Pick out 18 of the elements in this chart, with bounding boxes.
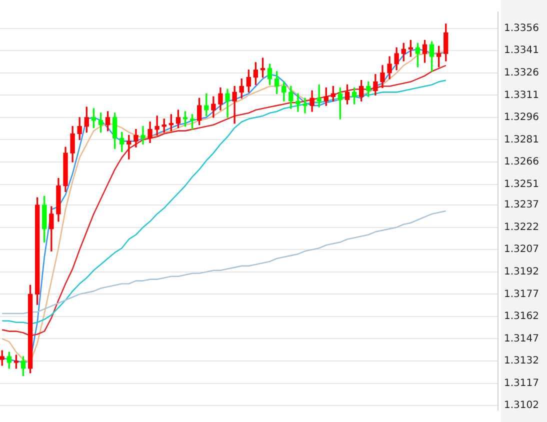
y-tick-label: 1.3296 bbox=[504, 112, 540, 124]
y-tick-label: 1.3237 bbox=[504, 200, 540, 211]
y-tick-label: 1.3356 bbox=[504, 22, 540, 34]
y-tick-label: 1.3341 bbox=[504, 45, 540, 56]
y-tick-label: 1.3177 bbox=[504, 288, 540, 300]
y-tick-label: 1.3222 bbox=[504, 222, 540, 233]
y-tick-label: 1.3117 bbox=[504, 378, 540, 389]
y-tick-label: 1.3311 bbox=[504, 90, 540, 101]
y-tick-label: 1.3266 bbox=[504, 156, 540, 168]
y-tick-label: 1.3132 bbox=[504, 356, 540, 367]
y-tick-label: 1.3102 bbox=[504, 400, 540, 412]
y-tick-label: 1.3281 bbox=[504, 134, 540, 146]
y-tick-label: 1.3192 bbox=[504, 266, 540, 278]
y-tick-label: 1.3147 bbox=[504, 333, 540, 344]
y-tick-label: 1.3251 bbox=[504, 178, 540, 190]
y-tick-label: 1.3207 bbox=[504, 244, 540, 256]
y-tick-label: 1.3162 bbox=[504, 311, 540, 322]
y-tick-label: 1.3326 bbox=[504, 67, 540, 78]
